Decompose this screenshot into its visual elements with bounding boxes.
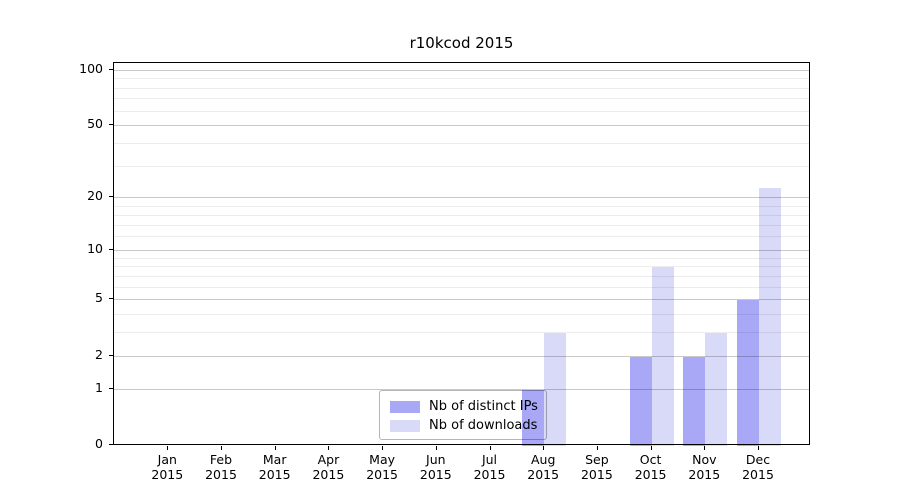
gridline-14 bbox=[114, 224, 809, 226]
gridline-8 bbox=[114, 266, 809, 268]
gridline-1 bbox=[114, 388, 809, 390]
gridline-60 bbox=[114, 110, 809, 112]
bar-dec-downloads bbox=[759, 187, 781, 446]
gridline-2 bbox=[114, 355, 809, 357]
gridline-7 bbox=[114, 275, 809, 277]
gridline-20 bbox=[114, 197, 809, 199]
y-tick-mark-1 bbox=[109, 387, 113, 389]
gridline-16 bbox=[114, 214, 809, 216]
gridline-5 bbox=[114, 299, 809, 301]
legend-item-downloads: Nb of downloads bbox=[390, 416, 546, 435]
legend-label-downloads: Nb of downloads bbox=[429, 417, 538, 433]
x-tick-mark-mar bbox=[274, 446, 276, 450]
bar-aug-distinct-ips bbox=[522, 389, 545, 446]
legend-item-distinct-ips: Nb of distinct IPs bbox=[390, 397, 546, 416]
x-tick-mark-oct bbox=[650, 446, 652, 450]
x-tick-label-aug: Aug 2015 bbox=[527, 452, 560, 482]
legend-swatch-distinct-ips bbox=[390, 400, 420, 413]
x-tick-label-nov: Nov 2015 bbox=[688, 452, 721, 482]
gridline-70 bbox=[114, 98, 809, 100]
x-tick-mark-apr bbox=[328, 446, 330, 450]
gridline-30 bbox=[114, 165, 809, 167]
y-tick-mark-100 bbox=[109, 68, 113, 70]
gridline-90 bbox=[114, 78, 809, 80]
y-tick-label-0: 0 bbox=[95, 436, 103, 451]
x-tick-label-jul: Jul 2015 bbox=[473, 452, 506, 482]
x-tick-mark-nov bbox=[704, 446, 706, 450]
y-tick-label-20: 20 bbox=[87, 188, 103, 204]
y-tick-label-50: 50 bbox=[87, 116, 103, 132]
plot-area: Nb of distinct IPs Nb of downloads bbox=[113, 62, 810, 446]
legend-label-distinct-ips: Nb of distinct IPs bbox=[429, 398, 538, 414]
gridline-6 bbox=[114, 286, 809, 288]
x-tick-mark-jan bbox=[167, 446, 169, 450]
x-tick-label-mar: Mar 2015 bbox=[258, 452, 291, 482]
x-tick-mark-dec bbox=[758, 446, 759, 450]
bar-dec-distinct-ips bbox=[737, 300, 759, 446]
x-tick-label-jun: Jun 2015 bbox=[419, 452, 452, 482]
x-tick-label-oct: Oct 2015 bbox=[634, 452, 667, 482]
gridline-9 bbox=[114, 257, 809, 259]
x-tick-label-feb: Feb 2015 bbox=[205, 452, 237, 482]
x-tick-label-apr: Apr 2015 bbox=[312, 452, 345, 482]
gridline-4 bbox=[114, 314, 809, 316]
bar-oct-distinct-ips bbox=[629, 356, 652, 446]
y-tick-mark-10 bbox=[109, 248, 113, 250]
x-tick-mark-jun bbox=[435, 446, 437, 450]
y-tick-label-2: 2 bbox=[95, 346, 103, 362]
x-tick-label-jan: Jan 2015 bbox=[151, 452, 184, 482]
x-tick-mark-aug bbox=[543, 446, 545, 450]
gridline-18 bbox=[114, 205, 809, 207]
x-tick-label-dec: Dec 2015 bbox=[742, 452, 774, 482]
y-tick-label-10: 10 bbox=[87, 240, 103, 256]
y-tick-mark-50 bbox=[109, 124, 113, 126]
y-tick-label-5: 5 bbox=[95, 290, 103, 306]
gridline-12 bbox=[114, 236, 809, 238]
bar-nov-downloads bbox=[705, 333, 728, 446]
x-tick-mark-feb bbox=[221, 446, 222, 450]
y-tick-mark-5 bbox=[109, 298, 113, 300]
x-tick-label-may: May 2015 bbox=[366, 452, 398, 482]
legend: Nb of distinct IPs Nb of downloads bbox=[379, 390, 547, 440]
y-tick-label-1: 1 bbox=[95, 379, 103, 395]
chart-title: r10kcod 2015 bbox=[409, 34, 514, 52]
x-tick-mark-may bbox=[382, 446, 384, 450]
gridline-80 bbox=[114, 87, 809, 89]
bar-nov-distinct-ips bbox=[683, 356, 706, 446]
x-tick-label-sep: Sep 2015 bbox=[580, 452, 613, 482]
y-tick-mark-20 bbox=[109, 196, 113, 198]
gridline-10 bbox=[114, 249, 809, 251]
x-tick-mark-sep bbox=[596, 446, 598, 450]
bar-aug-downloads bbox=[544, 333, 567, 446]
x-tick-mark-jul bbox=[489, 446, 491, 450]
y-tick-label-100: 100 bbox=[79, 60, 103, 76]
gridline-3 bbox=[114, 332, 809, 334]
legend-swatch-downloads bbox=[390, 419, 420, 432]
gridline-50 bbox=[114, 125, 809, 127]
gridline-40 bbox=[114, 142, 809, 144]
y-tick-mark-2 bbox=[109, 354, 113, 356]
bar-oct-downloads bbox=[651, 267, 674, 446]
y-tick-mark-0 bbox=[109, 444, 113, 445]
gridline-100 bbox=[114, 69, 809, 71]
